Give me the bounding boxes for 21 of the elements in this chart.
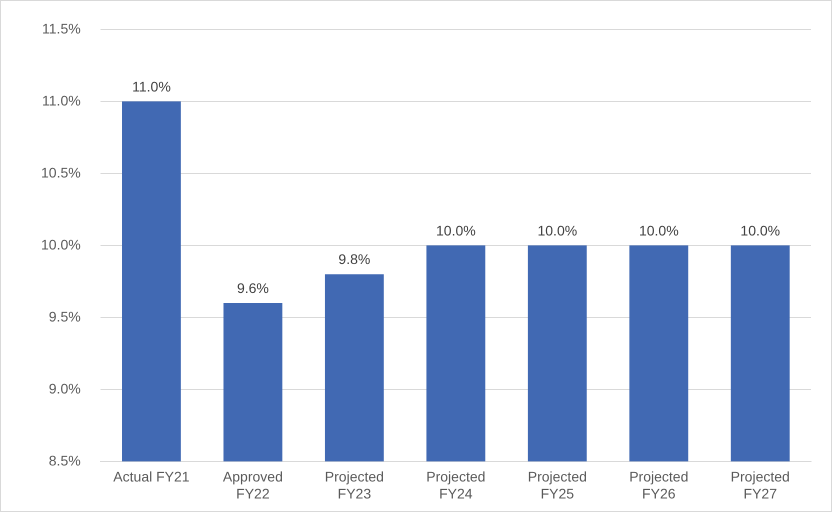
data-label: 10.0% bbox=[436, 222, 476, 238]
data-label: 9.6% bbox=[236, 280, 269, 296]
data-label: 10.0% bbox=[537, 222, 578, 238]
y-tick-label: 10.5% bbox=[40, 164, 81, 180]
y-tick-label: 11.5% bbox=[42, 20, 81, 36]
x-tick-label: Projected FY24 bbox=[426, 468, 486, 502]
x-tick-label: Projected FY25 bbox=[528, 468, 587, 502]
y-tick-label: 8.5% bbox=[48, 452, 81, 468]
data-label: 10.0% bbox=[638, 222, 679, 238]
data-label: 9.8% bbox=[338, 251, 370, 268]
y-tick-label: 9.0% bbox=[48, 380, 81, 396]
y-tick-label: 10.0% bbox=[40, 236, 81, 252]
x-tick-label: Projected FY27 bbox=[730, 468, 790, 502]
x-tick-label: Approved FY22 bbox=[222, 468, 283, 502]
data-label: 11.0% bbox=[132, 78, 171, 94]
x-tick-label: Projected FY26 bbox=[629, 468, 688, 502]
y-tick-label: 9.5% bbox=[48, 308, 81, 324]
data-label: 10.0% bbox=[740, 222, 780, 238]
x-tick-label: Actual FY21 bbox=[113, 468, 190, 485]
y-tick-label: 11.0% bbox=[42, 92, 81, 108]
x-tick-label: Projected FY23 bbox=[324, 468, 384, 502]
